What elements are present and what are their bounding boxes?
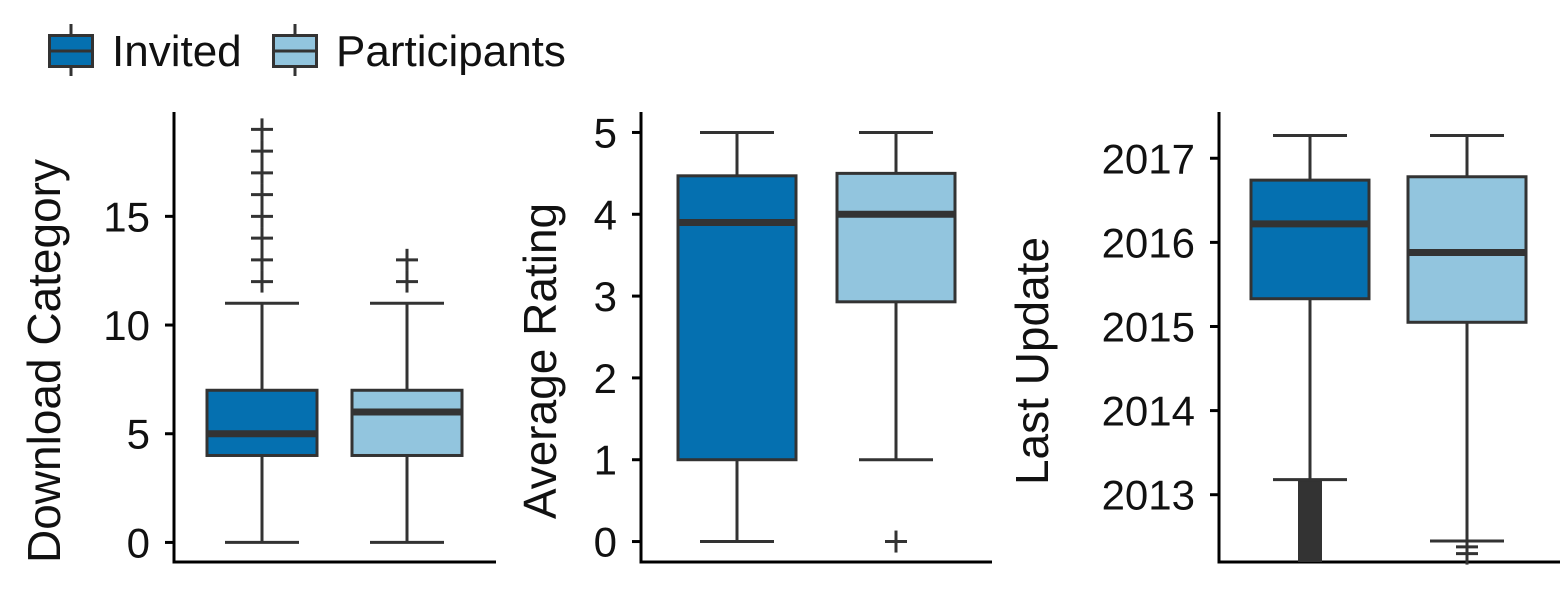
outlier-point [251, 183, 273, 206]
y-tick-label: 5 [127, 411, 150, 458]
y-tick-label: 5 [594, 109, 617, 156]
y-tick-label: 2013 [1102, 472, 1195, 519]
outlier-point [251, 140, 273, 163]
outlier-point [396, 270, 418, 293]
box-participants [835, 130, 957, 553]
y-tick-label: 15 [103, 193, 150, 240]
panel-3: 2013 2014 2015 2016 2017 Last Update [1006, 112, 1560, 565]
chart-panels: 0 5 10 15 Download Category 0 1 2 3 4 5 Average Rat… [18, 109, 1560, 566]
outlier-point [251, 248, 273, 271]
y-tick-label: 3 [594, 273, 617, 320]
y-tick-label: 2017 [1102, 135, 1195, 182]
legend-item-invited: Invited [48, 24, 242, 76]
box-iqr [1249, 178, 1371, 301]
outlier-point [396, 248, 418, 271]
y-axis-title: Download Category [18, 159, 70, 563]
y-tick-label: 0 [594, 519, 617, 566]
box-iqr [350, 388, 464, 457]
outlier-band [1298, 479, 1322, 562]
box-iqr [205, 388, 319, 457]
box-iqr [676, 174, 798, 462]
panel-1: 0 5 10 15 Download Category [18, 112, 496, 566]
outlier-point [251, 270, 273, 293]
box-iqr [835, 171, 957, 304]
y-tick-label: 4 [594, 191, 617, 238]
legend-label: Invited [112, 27, 242, 76]
outlier-point [251, 205, 273, 228]
outlier-point [251, 118, 273, 141]
y-tick-label: 0 [127, 519, 150, 566]
y-tick-label: 2016 [1102, 219, 1195, 266]
outlier-point [1456, 542, 1478, 565]
box-invited [205, 118, 319, 544]
y-axis-title: Last Update [1006, 237, 1058, 485]
outlier-point [885, 530, 907, 553]
y-tick-label: 1 [594, 437, 617, 484]
y-tick-label: 2015 [1102, 303, 1195, 350]
y-tick-label: 2014 [1102, 388, 1195, 435]
legend-item-participants: Participants [272, 24, 566, 76]
box-invited [1249, 134, 1371, 562]
y-tick-label: 10 [103, 302, 150, 349]
outlier-point [251, 161, 273, 184]
y-axis-title: Average Rating [514, 203, 566, 519]
y-tick-label: 2 [594, 355, 617, 402]
box-participants [350, 248, 464, 544]
legend-label: Participants [336, 27, 566, 76]
legend: Invited Participants [48, 24, 566, 76]
box-invited [676, 130, 798, 544]
box-participants [1406, 134, 1528, 565]
panel-2: 0 1 2 3 4 5 Average Rating [514, 109, 992, 566]
outlier-point [251, 227, 273, 250]
